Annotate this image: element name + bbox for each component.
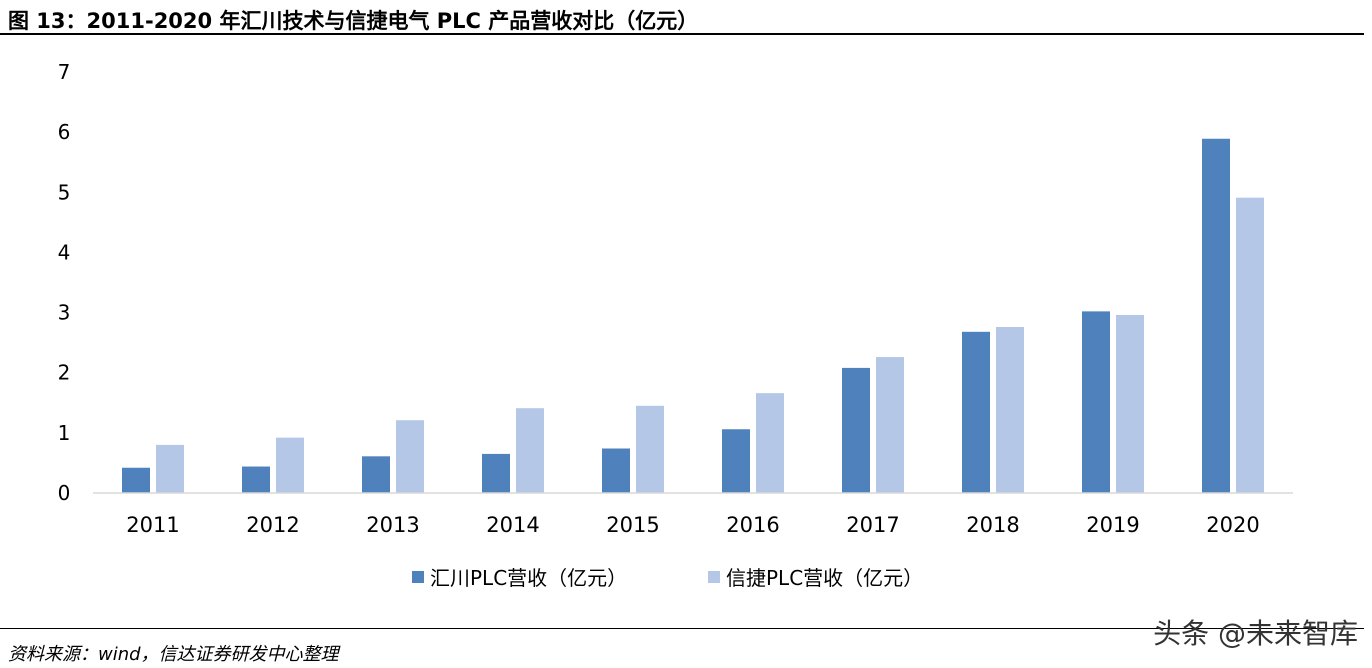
x-tick-label: 2017 — [846, 513, 899, 537]
bar-series-1-2017 — [842, 367, 870, 493]
x-tick-label: 2011 — [126, 513, 179, 537]
bar-series-1-2013 — [362, 456, 390, 493]
bar-series-1-2018 — [962, 331, 990, 493]
x-tick-label: 2018 — [966, 513, 1019, 537]
legend-label-1: 汇川PLC营收（亿元） — [430, 566, 627, 590]
x-tick-label: 2016 — [726, 513, 779, 537]
y-tick-label: 6 — [58, 120, 71, 144]
bar-series-1-2012 — [242, 466, 270, 493]
source-note: 资料来源：wind，信达证券研发中心整理 — [8, 644, 339, 665]
bar-series-2-2011 — [156, 444, 184, 493]
bar-series-2-2015 — [636, 405, 664, 493]
y-tick-label: 1 — [58, 421, 71, 445]
bar-series-2-2020 — [1236, 197, 1264, 493]
bar-series-2-2018 — [996, 327, 1024, 493]
bar-series-2-2019 — [1116, 314, 1144, 493]
legend-swatch-1 — [412, 571, 424, 583]
y-tick-label: 7 — [58, 60, 71, 84]
y-tick-label: 5 — [58, 180, 71, 204]
x-tick-label: 2012 — [246, 513, 299, 537]
bar-series-2-2012 — [276, 437, 304, 493]
y-tick-label: 4 — [58, 240, 71, 264]
y-tick-label: 0 — [58, 481, 71, 505]
legend-label-2: 信捷PLC营收（亿元） — [726, 566, 923, 590]
bar-series-1-2014 — [482, 453, 510, 493]
title-rule — [0, 33, 1364, 35]
bar-series-1-2020 — [1202, 138, 1230, 493]
y-axis-ticks: 0 1 2 3 4 5 6 7 — [58, 60, 71, 505]
bar-series-1-2019 — [1082, 311, 1110, 493]
bar-series-2-2016 — [756, 393, 784, 493]
bar-series-1-2015 — [602, 448, 630, 493]
bars — [122, 138, 1264, 493]
legend-swatch-2 — [708, 571, 720, 583]
bar-series-2-2017 — [876, 357, 904, 493]
y-tick-label: 3 — [58, 301, 71, 325]
x-tick-label: 2015 — [606, 513, 659, 537]
bar-series-2-2014 — [516, 408, 544, 493]
x-tick-label: 2020 — [1206, 513, 1259, 537]
watermark: 头条 @未来智库 — [1153, 617, 1358, 650]
x-tick-label: 2013 — [366, 513, 419, 537]
bar-series-1-2011 — [122, 467, 150, 493]
x-tick-label: 2019 — [1086, 513, 1139, 537]
x-axis-ticks: 2011 2012 2013 2014 2015 2016 2017 2018 2019 2020 — [126, 513, 1259, 537]
y-tick-label: 2 — [58, 361, 71, 385]
legend: 汇川PLC营收（亿元） 信捷PLC营收（亿元） — [412, 566, 923, 590]
bar-series-2-2013 — [396, 420, 424, 493]
x-tick-label: 2014 — [486, 513, 539, 537]
figure-title: 图 13：2011-2020 年汇川技术与信捷电气 PLC 产品营收对比（亿元） — [8, 9, 699, 33]
bar-series-1-2016 — [722, 429, 750, 493]
source-rule — [0, 628, 1364, 629]
